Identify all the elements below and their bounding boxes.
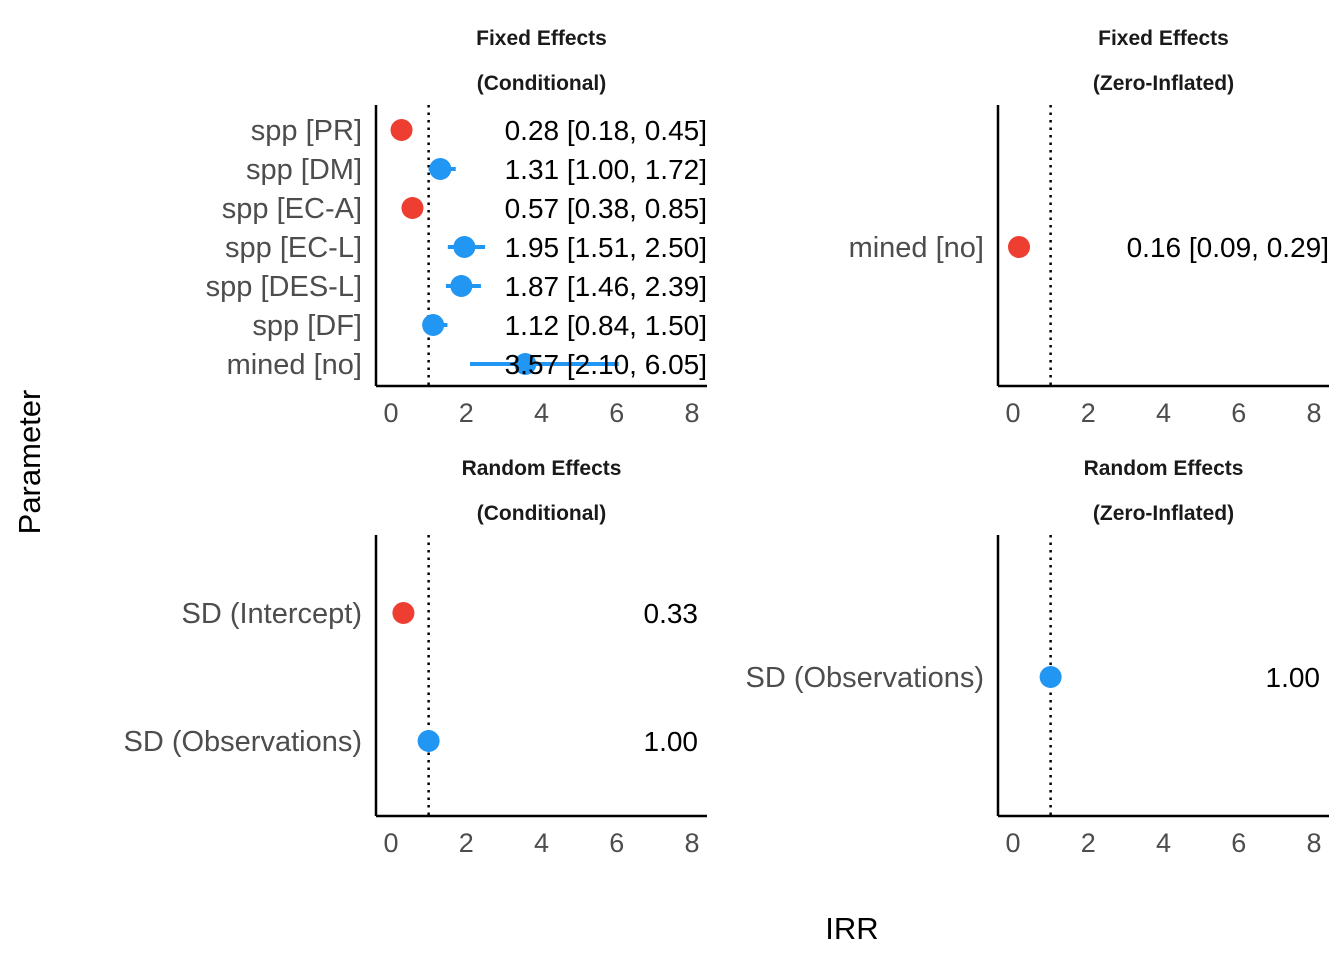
row-label: SD (Observations)	[123, 726, 362, 758]
estimate-point	[1008, 236, 1031, 258]
x-tick-label: 4	[534, 828, 549, 858]
x-tick-label: 2	[1081, 398, 1096, 428]
x-tick-label: 0	[1005, 828, 1020, 858]
x-tick-label: 0	[383, 828, 398, 858]
x-tick-label: 8	[1306, 828, 1321, 858]
value-label: 1.12 [0.84, 1.50]	[505, 310, 707, 341]
panel-subtitle: (Zero-Inflated)	[1093, 72, 1234, 95]
x-tick-label: 4	[1156, 828, 1171, 858]
panel-4: Random Effects (Zero-Inflated) 0 2 4 6 8 SD (Ob…	[745, 457, 1329, 858]
panel-subtitle: (Zero-Inflated)	[1093, 502, 1234, 525]
x-axis-title: IRR	[825, 911, 878, 946]
x-tick-label: 6	[609, 828, 624, 858]
x-tick-label: 2	[459, 828, 474, 858]
x-tick-label: 8	[684, 398, 699, 428]
value-label: 0.57 [0.38, 0.85]	[505, 193, 707, 224]
estimate-point	[390, 119, 413, 141]
estimate-point	[417, 730, 440, 752]
panel-title: Fixed Effects	[476, 27, 607, 50]
x-tick-label: 2	[459, 398, 474, 428]
panel-title: Random Effects	[1084, 457, 1244, 480]
panel-title: Random Effects	[462, 457, 622, 480]
estimate-point	[1039, 666, 1062, 688]
panel-title: Fixed Effects	[1098, 27, 1229, 50]
panel-3: Random Effects (Conditional) 0 2 4 6 8 SD (Inte…	[123, 457, 707, 858]
panel-subtitle: (Conditional)	[477, 502, 606, 525]
x-tick-label: 4	[534, 398, 549, 428]
value-label: 1.95 [1.51, 2.50]	[505, 232, 707, 263]
row-label: mined [no]	[227, 349, 362, 381]
value-label: 1.87 [1.46, 2.39]	[505, 271, 707, 302]
x-tick-label: 6	[1231, 398, 1246, 428]
panel-1: Fixed Effects (Conditional) 0 2 4 6 8 spp [PR] 0…	[206, 27, 707, 428]
row-label: SD (Intercept)	[182, 598, 363, 630]
estimate-point	[514, 353, 537, 375]
row-label: spp [PR]	[251, 115, 362, 147]
row-label: SD (Observations)	[745, 662, 984, 694]
estimate-point	[401, 197, 424, 219]
value-label: 0.28 [0.18, 0.45]	[505, 115, 707, 146]
row-label: spp [EC-A]	[222, 193, 362, 225]
value-label: 1.00	[1266, 662, 1321, 693]
panel-subtitle: (Conditional)	[477, 72, 606, 95]
y-axis-title: Parameter	[12, 390, 47, 535]
x-tick-label: 6	[1231, 828, 1246, 858]
row-label: mined [no]	[849, 232, 984, 264]
row-label: spp [EC-L]	[225, 232, 362, 264]
x-tick-label: 6	[609, 398, 624, 428]
estimate-point	[429, 158, 452, 180]
estimate-point	[392, 602, 415, 624]
x-tick-label: 0	[383, 398, 398, 428]
x-tick-label: 8	[1306, 398, 1321, 428]
value-label: 1.31 [1.00, 1.72]	[505, 154, 707, 185]
x-tick-label: 8	[684, 828, 699, 858]
value-label: 3.57 [2.10, 6.05]	[505, 349, 707, 380]
x-tick-label: 2	[1081, 828, 1096, 858]
estimate-point	[422, 314, 445, 336]
value-label: 1.00	[644, 726, 699, 757]
value-label: 0.33	[644, 598, 699, 629]
value-label: 0.16 [0.09, 0.29]	[1127, 232, 1329, 263]
panel-2: Fixed Effects (Zero-Inflated) 0 2 4 6 8 mined […	[849, 27, 1329, 428]
row-label: spp [DES-L]	[206, 271, 362, 303]
estimate-point	[450, 275, 473, 297]
estimate-point	[453, 236, 476, 258]
x-tick-label: 4	[1156, 398, 1171, 428]
row-label: spp [DF]	[252, 310, 362, 342]
x-tick-label: 0	[1005, 398, 1020, 428]
row-label: spp [DM]	[246, 154, 362, 186]
